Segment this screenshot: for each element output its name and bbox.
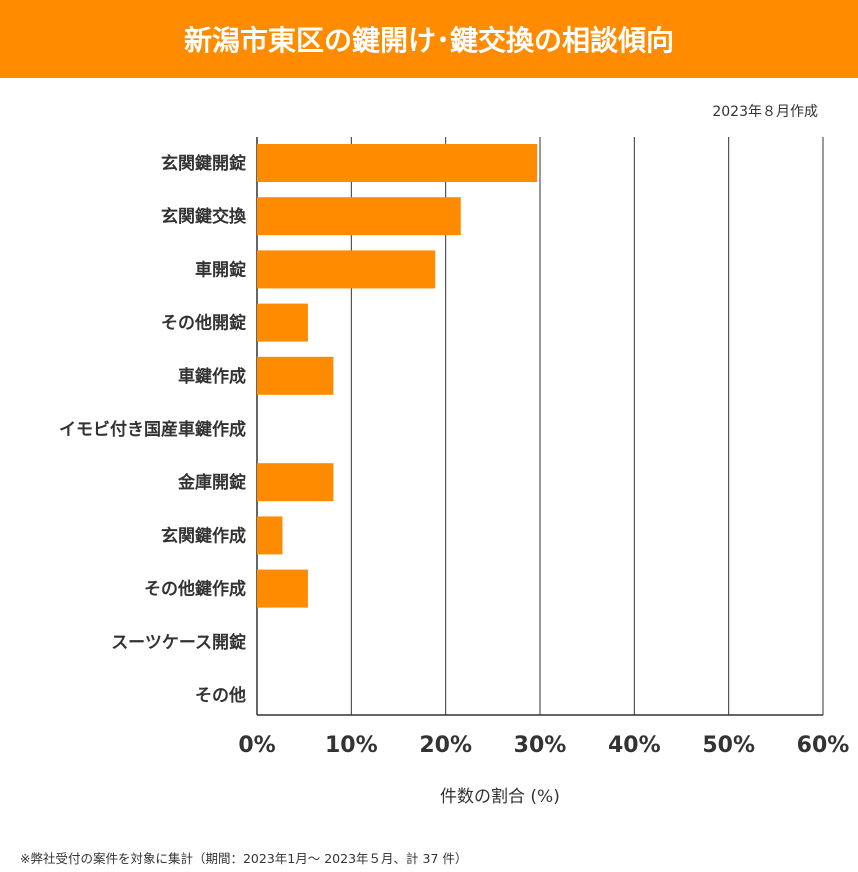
category-label: 玄関鍵開錠 (161, 153, 246, 174)
x-tick-label: 10% (325, 733, 378, 758)
category-label: 車開錠 (195, 259, 246, 280)
bar-8 (257, 516, 283, 555)
x-tick-label: 20% (419, 733, 472, 758)
bar-7 (257, 463, 334, 502)
bar-2 (257, 197, 461, 236)
category-label: 金庫開錠 (177, 472, 246, 493)
x-tick-label: 60% (797, 733, 850, 758)
x-tick-label: 50% (702, 733, 755, 758)
x-tick-label: 40% (608, 733, 661, 758)
footnote: ※弊社受付の案件を対象に集計（期間：2023年1月～ 2023年５月、計 37 … (20, 851, 468, 866)
category-label: 玄関鍵交換 (161, 206, 247, 227)
x-tick-label: 30% (514, 733, 567, 758)
bar-4 (257, 303, 308, 342)
category-label: その他鍵作成 (144, 579, 246, 600)
bar-5 (257, 356, 334, 395)
category-label: 玄関鍵作成 (161, 525, 246, 546)
x-tick-label: 0% (238, 733, 275, 758)
bar-1 (257, 144, 538, 182)
chart-title: 新潟市東区の鍵開け･鍵交換の相談傾向 (0, 0, 858, 78)
category-label: その他 (195, 685, 246, 706)
bar-3 (257, 250, 436, 289)
category-label: イモビ付き国産車鍵作成 (59, 419, 246, 440)
category-label: その他開錠 (161, 313, 246, 334)
chart-date: 2023年８月作成 (712, 104, 818, 120)
category-label: 車鍵作成 (178, 366, 246, 387)
x-axis-label: 件数の割合 (%) (440, 787, 560, 807)
bar-9 (257, 569, 308, 608)
category-label: スーツケース開錠 (111, 632, 246, 653)
